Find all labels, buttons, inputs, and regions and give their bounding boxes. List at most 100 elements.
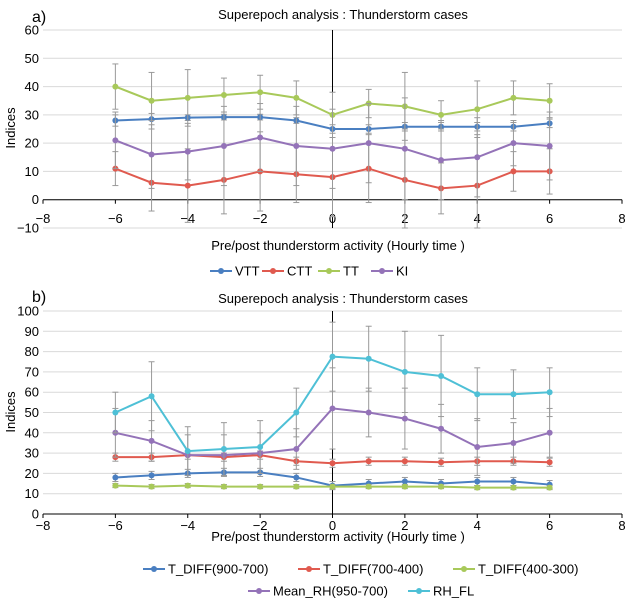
data-point <box>365 409 372 416</box>
data-point <box>257 483 264 490</box>
y-tick-label: 40 <box>25 79 39 94</box>
data-point <box>293 409 300 416</box>
legend-marker <box>151 566 157 572</box>
data-point <box>148 393 155 400</box>
panel-a-label: a) <box>32 9 46 26</box>
y-tick-label: 20 <box>25 466 39 481</box>
data-point <box>438 425 445 432</box>
legend-marker <box>461 566 467 572</box>
data-point <box>546 459 553 466</box>
data-point <box>220 446 227 453</box>
x-tick-label: 0 <box>329 211 336 226</box>
data-point <box>546 142 553 149</box>
y-tick-label: 60 <box>25 23 39 38</box>
data-point <box>438 459 445 466</box>
legend-marker <box>256 588 262 594</box>
data-point <box>112 482 119 489</box>
data-point <box>148 483 155 490</box>
data-point <box>438 483 445 490</box>
x-tick-label: 6 <box>546 518 553 533</box>
legend-label: KI <box>396 264 408 279</box>
data-point <box>474 478 481 485</box>
legend-label: CTT <box>287 264 312 279</box>
data-point <box>257 134 264 141</box>
y-tick-label: 100 <box>17 304 39 319</box>
data-point <box>365 140 372 147</box>
data-point <box>510 439 517 446</box>
legend-label: T_DIFF(900-700) <box>168 562 268 577</box>
panel-b-title: Superepoch analysis : Thunderstorm cases <box>218 291 468 306</box>
panel-b-series <box>112 321 553 491</box>
panel-a-series <box>112 63 553 229</box>
data-point <box>112 137 119 144</box>
panel-b-xlabel: Pre/post thunderstorm activity (Hourly t… <box>211 529 465 544</box>
data-point <box>184 482 191 489</box>
data-point <box>257 89 264 96</box>
series-KI <box>112 97 553 201</box>
panel-b-ylabel: Indices <box>3 391 18 433</box>
series-T_DIFF(400-300) <box>112 482 553 491</box>
data-point <box>220 142 227 149</box>
panel-b: b) Superepoch analysis : Thunderstorm ca… <box>3 289 626 599</box>
panel-b-label: b) <box>32 289 46 306</box>
data-point <box>401 368 408 375</box>
x-tick-label: 4 <box>474 518 481 533</box>
legend-item: T_DIFF(400-300) <box>453 562 578 577</box>
data-point <box>546 97 553 104</box>
data-point <box>293 446 300 453</box>
panel-b-legend: T_DIFF(900-700) T_DIFF(700-400) T_DIFF(400… <box>143 562 578 599</box>
y-tick-label: 40 <box>25 425 39 440</box>
panel-a-xlabel: Pre/post thunderstorm activity (Hourly t… <box>211 238 465 253</box>
y-tick-label: 50 <box>25 405 39 420</box>
data-point <box>184 148 191 155</box>
data-point <box>510 391 517 398</box>
data-point <box>546 389 553 396</box>
x-tick-label: −8 <box>36 211 51 226</box>
data-point <box>329 353 336 360</box>
data-point <box>293 142 300 149</box>
data-point <box>365 355 372 362</box>
data-point <box>474 154 481 161</box>
x-tick-label: 8 <box>618 211 625 226</box>
data-point <box>257 444 264 451</box>
data-point <box>148 472 155 479</box>
y-tick-label: 10 <box>25 164 39 179</box>
legend-item: KI <box>371 264 408 279</box>
legend-label: T_DIFF(400-300) <box>478 562 578 577</box>
data-point <box>293 474 300 481</box>
legend-label: VTT <box>235 264 260 279</box>
legend-marker <box>306 566 312 572</box>
legend-item: T_DIFF(900-700) <box>143 562 268 577</box>
y-tick-label: 50 <box>25 51 39 66</box>
panel-a-ylabel: Indices <box>3 107 18 149</box>
y-tick-label: 20 <box>25 136 39 151</box>
data-point <box>148 437 155 444</box>
data-point <box>510 94 517 101</box>
data-point <box>293 94 300 101</box>
y-tick-label: 30 <box>25 107 39 122</box>
x-tick-label: −2 <box>253 518 268 533</box>
legend-item: RH_FL <box>408 584 474 599</box>
data-point <box>365 458 372 465</box>
data-point <box>365 483 372 490</box>
data-point <box>401 145 408 152</box>
data-point <box>184 448 191 455</box>
data-point <box>148 97 155 104</box>
data-point <box>329 483 336 490</box>
panel-a: a) Superepoch analysis : Thunderstorm ca… <box>3 7 626 279</box>
legend-marker <box>326 268 332 274</box>
legend-label: Mean_RH(950-700) <box>273 584 388 599</box>
data-point <box>510 140 517 147</box>
data-point <box>293 483 300 490</box>
legend-item: TT <box>318 264 359 279</box>
legend-marker <box>270 268 276 274</box>
data-point <box>220 483 227 490</box>
data-point <box>401 483 408 490</box>
legend-label: TT <box>343 264 359 279</box>
data-point <box>220 92 227 99</box>
data-point <box>474 484 481 491</box>
legend-label: T_DIFF(700-400) <box>323 562 423 577</box>
legend-item: Mean_RH(950-700) <box>248 584 388 599</box>
